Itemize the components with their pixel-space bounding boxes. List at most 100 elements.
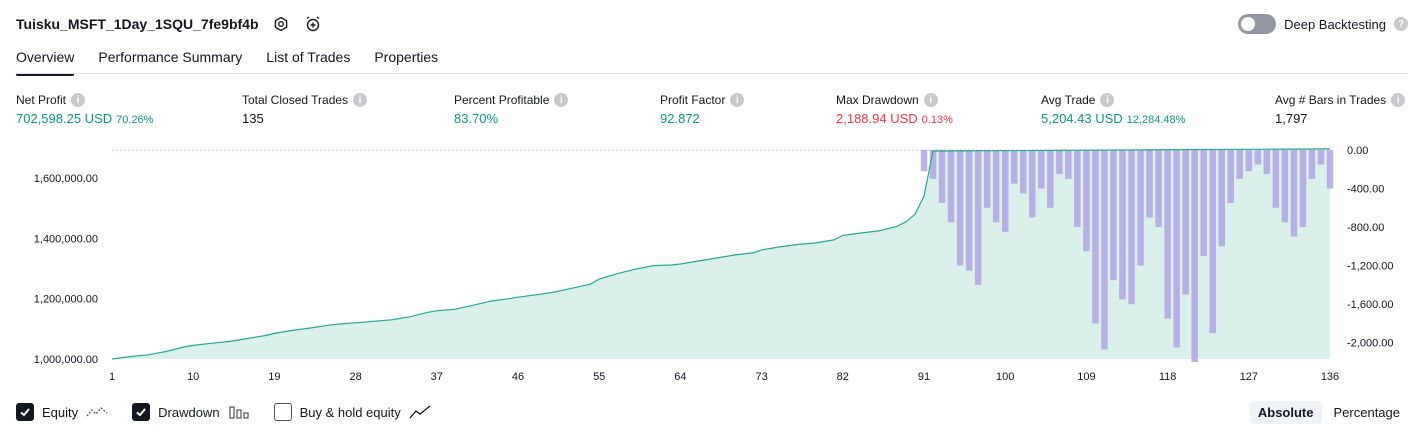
drawdown-bar	[1137, 150, 1144, 266]
legend-label: Drawdown	[158, 404, 220, 420]
legend-buy-hold[interactable]: Buy & hold equity	[273, 403, 431, 421]
metric-value: 2,188.94 USD	[836, 111, 918, 126]
drawdown-bar	[1083, 150, 1090, 252]
info-icon[interactable]: i	[71, 93, 86, 107]
drawdown-bar	[1317, 150, 1325, 165]
gear-icon[interactable]	[271, 14, 291, 34]
left-axis-tick-label: 1,600,000.00	[34, 173, 98, 185]
x-axis-tick-label: 19	[268, 371, 280, 383]
info-icon[interactable]: i	[1100, 93, 1115, 107]
left-axis-tick-label: 1,000,000.00	[34, 354, 98, 366]
mode-percentage[interactable]: Percentage	[1333, 405, 1401, 420]
right-axis-tick-label: -800.00	[1347, 222, 1384, 234]
chart-legend: Equity Drawdown Buy & hold equity	[16, 403, 431, 421]
x-axis-tick-label: 10	[187, 371, 199, 383]
deep-backtesting-toggle[interactable]	[1238, 14, 1277, 34]
info-icon[interactable]: i	[923, 93, 938, 107]
equity-line-icon	[86, 404, 108, 420]
checkbox-equity[interactable]	[16, 403, 34, 421]
x-axis-tick-label: 37	[431, 371, 443, 383]
drawdown-bar	[1209, 150, 1216, 334]
metric-avg-bars: Avg # Bars in Trades i 1,797	[1275, 93, 1406, 126]
x-axis-tick-label: 91	[918, 371, 930, 383]
x-axis-tick-label: 28	[349, 371, 361, 383]
legend-equity[interactable]: Equity	[16, 403, 108, 421]
buy-hold-line-icon	[409, 404, 431, 420]
tab-properties[interactable]: Properties	[374, 49, 439, 65]
drawdown-bar	[965, 150, 973, 271]
legend-drawdown[interactable]: Drawdown	[132, 403, 249, 421]
metric-value: 702,598.25 USD	[16, 111, 113, 126]
drawdown-bar	[1164, 150, 1171, 319]
equity-line	[111, 148, 1331, 360]
value-mode-switch: Absolute Percentage	[1249, 401, 1408, 424]
strategy-name: Tuisku_MSFT_1Day_1SQU_7fe9bf4b	[16, 16, 259, 32]
drawdown-bar	[1173, 150, 1180, 348]
strategy-header: Tuisku_MSFT_1Day_1SQU_7fe9bf4b	[16, 12, 323, 36]
report-tabs: Overview Performance Summary List of Tra…	[16, 44, 438, 76]
x-axis-tick-label: 118	[1159, 371, 1177, 383]
right-axis-tick-label: -400.00	[1347, 184, 1384, 196]
alarm-plus-icon[interactable]	[303, 14, 323, 34]
drawdown-bar	[1065, 150, 1072, 179]
drawdown-bar	[1254, 150, 1262, 165]
x-axis-tick-label: 55	[593, 371, 605, 383]
drawdown-bar	[920, 150, 928, 172]
metric-label: Total Closed Trades	[242, 93, 349, 107]
equity-area	[112, 148, 1330, 359]
metric-net-profit: Net Profit i 702,598.25 USD 70.26%	[16, 93, 153, 126]
drawdown-bar	[1011, 150, 1018, 184]
metric-sub-value: 70.26%	[116, 114, 154, 126]
drawdown-bar	[1263, 150, 1271, 175]
tab-list-of-trades[interactable]: List of Trades	[266, 49, 351, 65]
metric-max-drawdown: Max Drawdown i 2,188.94 USD 0.13%	[836, 93, 953, 126]
x-axis-tick-label: 127	[1240, 371, 1258, 383]
x-axis-tick-label: 82	[837, 371, 849, 383]
drawdown-bar	[1020, 150, 1027, 194]
right-axis-tick-label: -1,200.00	[1347, 261, 1393, 273]
metric-label: Avg Trade	[1041, 93, 1096, 107]
mode-absolute[interactable]: Absolute	[1249, 401, 1322, 424]
tabs-divider	[16, 73, 1408, 74]
metric-sub-value: 12,284.48%	[1126, 114, 1186, 126]
drawdown-bar	[1299, 150, 1307, 228]
info-icon[interactable]: i	[353, 93, 368, 107]
metric-profit-factor: Profit Factor i 92.872	[660, 93, 745, 126]
drawdown-bar	[1200, 150, 1207, 256]
drawdown-bar	[956, 150, 964, 266]
help-icon[interactable]: ?	[1394, 17, 1408, 31]
drawdown-bar	[929, 150, 937, 179]
x-axis-tick-label: 109	[1077, 371, 1095, 383]
tab-overview[interactable]: Overview	[16, 44, 75, 76]
metric-total-closed-trades: Total Closed Trades i 135	[242, 93, 368, 126]
drawdown-bar	[1002, 150, 1009, 232]
checkbox-drawdown[interactable]	[132, 403, 151, 421]
drawdown-bar	[1182, 150, 1189, 295]
legend-label: Buy & hold equity	[299, 404, 401, 420]
tab-performance-summary[interactable]: Performance Summary	[98, 49, 243, 65]
info-icon[interactable]: i	[1391, 93, 1406, 107]
drawdown-bar	[1326, 150, 1334, 189]
drawdown-bar	[1038, 150, 1045, 189]
x-axis-tick-label: 46	[512, 371, 524, 383]
deep-backtesting: Deep Backtesting ?	[1238, 14, 1408, 34]
drawdown-bar	[1236, 150, 1243, 179]
drawdown-bars-icon	[228, 404, 250, 420]
drawdown-bar	[1191, 150, 1198, 362]
drawdown-bar	[947, 150, 955, 223]
info-icon[interactable]: i	[730, 93, 745, 107]
drawdown-bar	[1074, 150, 1081, 228]
x-axis-tick-label: 73	[755, 371, 767, 383]
drawdown-bar	[1092, 150, 1099, 324]
right-axis-tick-label: -1,600.00	[1347, 299, 1393, 311]
metric-label: Net Profit	[16, 93, 67, 107]
checkbox-buy-hold[interactable]	[273, 403, 292, 421]
drawdown-bar	[1155, 150, 1162, 228]
metric-value: 135	[242, 111, 264, 126]
drawdown-bar	[1272, 150, 1280, 208]
x-axis-tick-label: 100	[996, 371, 1014, 383]
metric-label: Max Drawdown	[836, 93, 919, 107]
equity-chart[interactable]: 1,000,000.00 1,200,000.00 1,400,000.00 1,60…	[0, 140, 1424, 395]
info-icon[interactable]: i	[554, 93, 569, 107]
metric-sub-value: 0.13%	[921, 114, 953, 126]
